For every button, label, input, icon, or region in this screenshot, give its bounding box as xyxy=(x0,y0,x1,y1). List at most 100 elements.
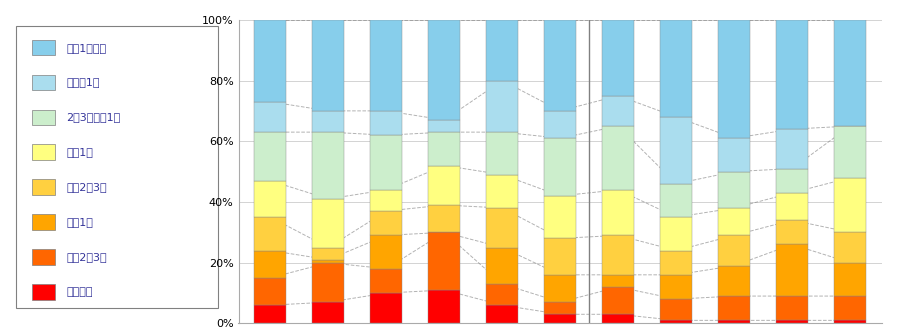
Bar xyxy=(312,302,345,323)
FancyBboxPatch shape xyxy=(32,214,55,230)
FancyBboxPatch shape xyxy=(32,145,55,160)
Bar xyxy=(718,266,750,296)
Text: 月に1回: 月に1回 xyxy=(67,147,94,157)
Bar xyxy=(718,235,750,266)
Bar xyxy=(718,138,750,172)
Bar xyxy=(428,20,460,120)
Bar xyxy=(834,320,866,323)
Bar xyxy=(718,296,750,320)
Bar xyxy=(428,132,460,166)
Bar xyxy=(544,20,576,111)
Bar xyxy=(602,235,634,275)
Bar xyxy=(371,235,402,269)
Bar xyxy=(428,120,460,132)
Bar xyxy=(312,199,345,248)
Bar xyxy=(486,175,518,208)
Bar xyxy=(544,111,576,138)
Bar xyxy=(428,232,460,290)
Bar xyxy=(661,299,692,320)
Bar xyxy=(834,296,866,320)
Bar xyxy=(544,138,576,196)
Bar xyxy=(602,126,634,190)
Bar xyxy=(486,132,518,175)
Bar xyxy=(544,275,576,302)
Bar xyxy=(371,135,402,190)
Bar xyxy=(255,217,286,250)
Text: 週に1回: 週に1回 xyxy=(67,217,94,227)
Bar xyxy=(834,20,866,126)
Bar xyxy=(602,96,634,126)
Bar xyxy=(255,132,286,181)
Bar xyxy=(428,205,460,232)
Bar xyxy=(776,296,808,320)
Bar xyxy=(602,287,634,314)
Bar xyxy=(776,169,808,193)
Bar xyxy=(371,293,402,323)
Bar xyxy=(255,181,286,217)
Bar xyxy=(661,250,692,275)
Bar xyxy=(602,314,634,323)
Bar xyxy=(312,260,345,263)
FancyBboxPatch shape xyxy=(32,75,55,90)
Bar xyxy=(776,20,808,129)
Text: 年に1回以下: 年に1回以下 xyxy=(67,43,106,52)
Bar xyxy=(371,269,402,293)
Bar xyxy=(661,320,692,323)
Bar xyxy=(428,290,460,323)
FancyBboxPatch shape xyxy=(32,249,55,265)
Bar xyxy=(486,248,518,284)
Bar xyxy=(718,172,750,208)
Text: 2～3カ月に1回: 2～3カ月に1回 xyxy=(67,113,121,122)
Bar xyxy=(602,275,634,287)
Bar xyxy=(312,132,345,199)
Text: ほぼ毎日: ほぼ毎日 xyxy=(67,287,93,297)
Bar xyxy=(544,238,576,275)
Bar xyxy=(776,245,808,296)
Bar xyxy=(776,193,808,220)
Bar xyxy=(661,275,692,299)
Bar xyxy=(312,248,345,260)
Bar xyxy=(255,278,286,305)
Bar xyxy=(312,263,345,302)
Bar xyxy=(371,211,402,235)
Bar xyxy=(602,20,634,96)
Bar xyxy=(834,126,866,178)
Bar xyxy=(661,184,692,217)
Text: 半年に1回: 半年に1回 xyxy=(67,78,100,87)
Bar xyxy=(312,111,345,132)
Bar xyxy=(486,284,518,305)
Bar xyxy=(661,117,692,184)
Bar xyxy=(718,20,750,138)
Bar xyxy=(312,20,345,111)
Bar xyxy=(834,232,866,263)
Bar xyxy=(371,20,402,111)
FancyBboxPatch shape xyxy=(32,180,55,195)
Bar xyxy=(544,314,576,323)
Bar xyxy=(255,305,286,323)
Bar xyxy=(661,20,692,117)
Bar xyxy=(834,178,866,232)
Text: 週に2～3回: 週に2～3回 xyxy=(67,252,107,262)
Bar xyxy=(776,129,808,169)
Bar xyxy=(776,320,808,323)
FancyBboxPatch shape xyxy=(32,284,55,300)
Bar xyxy=(255,102,286,132)
Bar xyxy=(661,217,692,250)
Bar xyxy=(544,302,576,314)
Bar xyxy=(486,208,518,248)
Bar xyxy=(486,81,518,132)
Bar xyxy=(776,220,808,245)
Bar xyxy=(718,208,750,235)
Bar xyxy=(486,20,518,81)
Bar xyxy=(371,190,402,211)
Bar xyxy=(486,305,518,323)
Bar xyxy=(602,190,634,235)
Bar xyxy=(371,111,402,135)
Text: 月に2～3回: 月に2～3回 xyxy=(67,182,107,192)
FancyBboxPatch shape xyxy=(32,110,55,125)
Bar xyxy=(834,263,866,296)
Bar xyxy=(718,320,750,323)
Bar xyxy=(255,20,286,102)
FancyBboxPatch shape xyxy=(16,26,218,308)
Bar xyxy=(255,250,286,278)
